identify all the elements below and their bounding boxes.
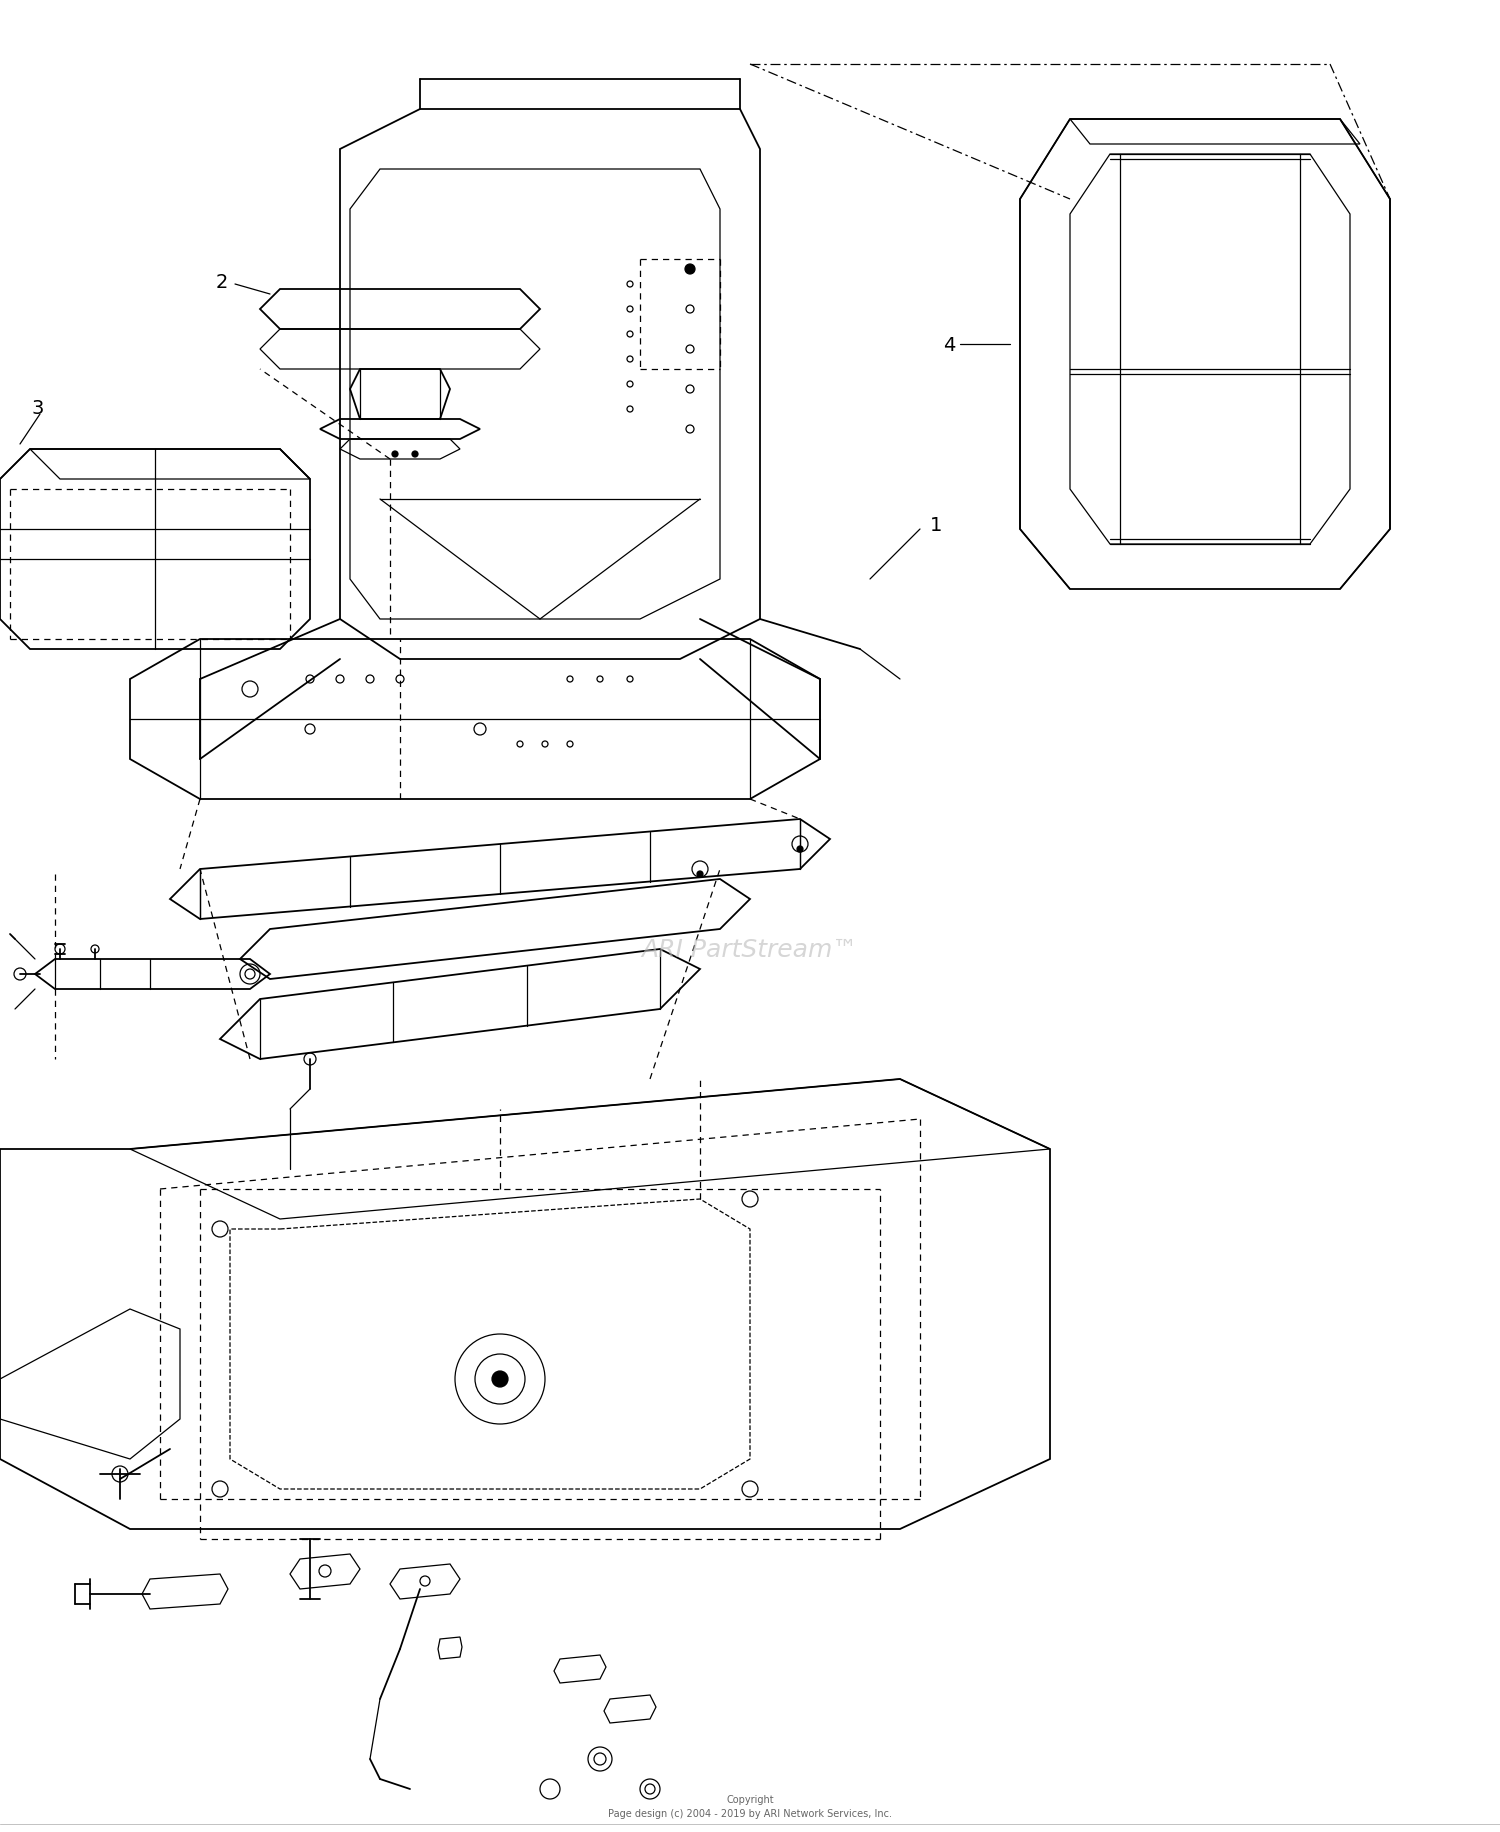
Text: 2: 2 [216, 273, 228, 291]
Circle shape [413, 453, 419, 458]
Text: Page design (c) 2004 - 2019 by ARI Network Services, Inc.: Page design (c) 2004 - 2019 by ARI Netwo… [608, 1808, 892, 1817]
Circle shape [686, 266, 694, 275]
Text: 1: 1 [930, 515, 942, 535]
Circle shape [796, 846, 802, 852]
Text: 3: 3 [32, 398, 44, 418]
Text: Copyright: Copyright [726, 1794, 774, 1805]
Circle shape [698, 872, 703, 878]
Circle shape [392, 453, 398, 458]
Text: ARI PartStream™: ARI PartStream™ [642, 938, 858, 962]
Text: 4: 4 [942, 335, 956, 354]
Circle shape [492, 1370, 508, 1387]
